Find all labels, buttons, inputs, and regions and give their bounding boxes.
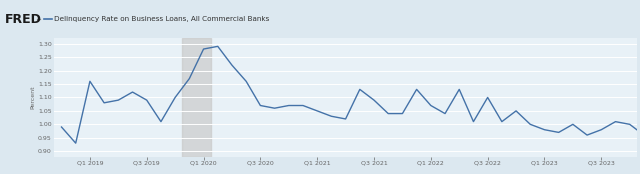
- Text: FRED: FRED: [5, 13, 42, 26]
- Y-axis label: Percent: Percent: [30, 86, 35, 109]
- Bar: [182, 38, 211, 157]
- Text: Delinquency Rate on Business Loans, All Commercial Banks: Delinquency Rate on Business Loans, All …: [54, 16, 270, 22]
